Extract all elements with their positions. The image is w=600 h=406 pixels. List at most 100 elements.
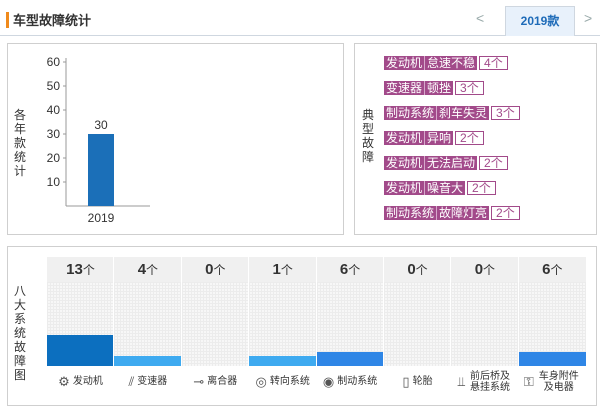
system-count-unit: 个 bbox=[348, 263, 361, 277]
suspension-icon: ⫫ bbox=[457, 373, 466, 389]
fault-system: 制动系统 bbox=[384, 106, 437, 120]
column-divider bbox=[517, 257, 519, 397]
tab-year-2019[interactable]: 2019款 bbox=[505, 6, 575, 36]
system-count-unit: 个 bbox=[280, 263, 293, 277]
system-count-unit: 个 bbox=[550, 263, 563, 277]
system-count-unit: 个 bbox=[213, 263, 226, 277]
steering-icon: ◎ bbox=[255, 373, 267, 389]
bar-2019 bbox=[88, 134, 114, 206]
fault-system: 发动机 bbox=[384, 131, 425, 145]
system-name: 前后桥及悬挂系统 bbox=[470, 370, 511, 393]
y-tick-label: 60 bbox=[47, 55, 61, 69]
system-bar-area bbox=[316, 282, 384, 366]
fault-item[interactable]: 发动机 异响 2个 bbox=[384, 131, 484, 145]
system-footer: ⚿ 车身附件及电器 bbox=[518, 366, 586, 397]
fault-system: 变速器 bbox=[384, 81, 425, 95]
system-name: 转向系统 bbox=[269, 376, 310, 387]
fault-count: 2个 bbox=[455, 131, 484, 145]
system-bar bbox=[518, 352, 586, 366]
system-count: 13个 bbox=[47, 257, 114, 282]
column-divider bbox=[248, 257, 250, 397]
fault-description: 刹车失灵 bbox=[436, 106, 490, 120]
fault-item[interactable]: 发动机 怠速不稳 4个 bbox=[384, 56, 508, 70]
typical-faults-panel bbox=[354, 43, 597, 235]
system-count-value: 6 bbox=[542, 261, 551, 278]
fault-description: 顿挫 bbox=[424, 81, 454, 95]
system-footer: ◉ 制动系统 bbox=[316, 366, 384, 397]
system-count: 0个 bbox=[181, 257, 249, 282]
fault-item[interactable]: 发动机 无法启动 2个 bbox=[384, 156, 508, 170]
system-bar-area bbox=[114, 282, 182, 366]
system-bar-area bbox=[451, 282, 519, 366]
system-name: 变速器 bbox=[137, 376, 168, 387]
y-tick-label: 30 bbox=[47, 127, 61, 141]
y-tick-label: 10 bbox=[47, 175, 61, 189]
fault-item[interactable]: 制动系统 刹车失灵 3个 bbox=[384, 106, 520, 120]
system-footer: ⫽ 变速器 bbox=[114, 366, 182, 397]
column-divider bbox=[315, 257, 317, 397]
system-column[interactable]: 6个 ⚿ 车身附件及电器 bbox=[518, 257, 586, 397]
system-column[interactable]: 0个 ⫫ 前后桥及悬挂系统 bbox=[451, 257, 519, 397]
fault-description: 怠速不稳 bbox=[424, 56, 478, 70]
fault-count: 4个 bbox=[479, 56, 508, 70]
system-footer: ⫫ 前后桥及悬挂系统 bbox=[451, 366, 519, 397]
system-count: 0个 bbox=[384, 257, 451, 282]
system-column[interactable]: 1个 ◎ 转向系统 bbox=[249, 257, 317, 397]
column-divider bbox=[450, 257, 452, 397]
system-name: 轮胎 bbox=[412, 376, 433, 387]
year-chart-panel bbox=[7, 43, 344, 235]
fault-count: 3个 bbox=[491, 106, 520, 120]
bar-data-label: 30 bbox=[94, 118, 108, 132]
fault-item[interactable]: 发动机 噪音大 2个 bbox=[384, 181, 496, 195]
system-count: 1个 bbox=[249, 257, 317, 282]
title-accent-bar bbox=[6, 12, 9, 28]
system-count-unit: 个 bbox=[146, 263, 159, 277]
clutch-icon: ⊸ bbox=[193, 373, 205, 389]
system-count-value: 4 bbox=[137, 261, 147, 278]
engine-icon: ⚙ bbox=[58, 373, 70, 389]
fault-item[interactable]: 变速器 顿挫 3个 bbox=[384, 81, 484, 95]
system-bar bbox=[114, 356, 182, 366]
system-bar bbox=[47, 335, 114, 366]
fault-system: 发动机 bbox=[384, 156, 425, 170]
tire-icon: ▯ bbox=[402, 373, 410, 389]
header-divider bbox=[0, 35, 600, 36]
fault-count: 3个 bbox=[455, 81, 484, 95]
fault-count: 2个 bbox=[467, 181, 496, 195]
column-divider bbox=[180, 257, 182, 397]
system-bar-area bbox=[249, 282, 317, 366]
system-name: 制动系统 bbox=[337, 376, 378, 387]
fault-description: 异响 bbox=[424, 131, 454, 145]
system-count-unit: 个 bbox=[82, 263, 95, 277]
system-bar-area bbox=[384, 282, 451, 366]
year-bar-chart: 10 20 30 40 50 60 30 2019 bbox=[47, 55, 150, 225]
systems-label: 八大系统故障图 bbox=[14, 284, 27, 382]
fault-description: 故障灯亮 bbox=[436, 206, 490, 220]
system-column[interactable]: 0个 ⊸ 离合器 bbox=[181, 257, 249, 397]
fault-item[interactable]: 制动系统 故障灯亮 2个 bbox=[384, 206, 520, 220]
system-count-unit: 个 bbox=[415, 263, 428, 277]
prev-arrow-icon[interactable]: < bbox=[476, 10, 485, 26]
y-tick-label: 50 bbox=[47, 79, 61, 93]
body-electrical-icon: ⚿ bbox=[523, 373, 534, 389]
system-count: 0个 bbox=[451, 257, 519, 282]
system-footer: ⚙ 发动机 bbox=[47, 366, 114, 397]
gearbox-icon: ⫽ bbox=[128, 373, 135, 389]
systems-grid: 13个 ⚙ 发动机 4个 ⫽ 变速器 0个 ⊸ 离合器 1个 ◎ 转向系统 6个 ◉ 制动系统 0个 ▯ 轮胎 0个… bbox=[47, 257, 586, 397]
system-bar-area bbox=[181, 282, 249, 366]
system-count-value: 1 bbox=[272, 261, 281, 278]
system-footer: ◎ 转向系统 bbox=[249, 366, 317, 397]
system-column[interactable]: 13个 ⚙ 发动机 bbox=[47, 257, 114, 397]
page-title: 车型故障统计 bbox=[13, 13, 92, 28]
system-column[interactable]: 4个 ⫽ 变速器 bbox=[114, 257, 182, 397]
system-name: 发动机 bbox=[72, 376, 103, 387]
y-tick-label: 20 bbox=[47, 151, 61, 165]
system-footer: ▯ 轮胎 bbox=[384, 366, 451, 397]
header bbox=[0, 0, 600, 36]
y-tick-label: 40 bbox=[47, 103, 61, 117]
system-column[interactable]: 6个 ◉ 制动系统 bbox=[316, 257, 384, 397]
fault-count: 2个 bbox=[479, 156, 508, 170]
fault-description: 噪音大 bbox=[424, 181, 466, 195]
next-arrow-icon[interactable]: > bbox=[584, 10, 593, 26]
system-column[interactable]: 0个 ▯ 轮胎 bbox=[384, 257, 451, 397]
